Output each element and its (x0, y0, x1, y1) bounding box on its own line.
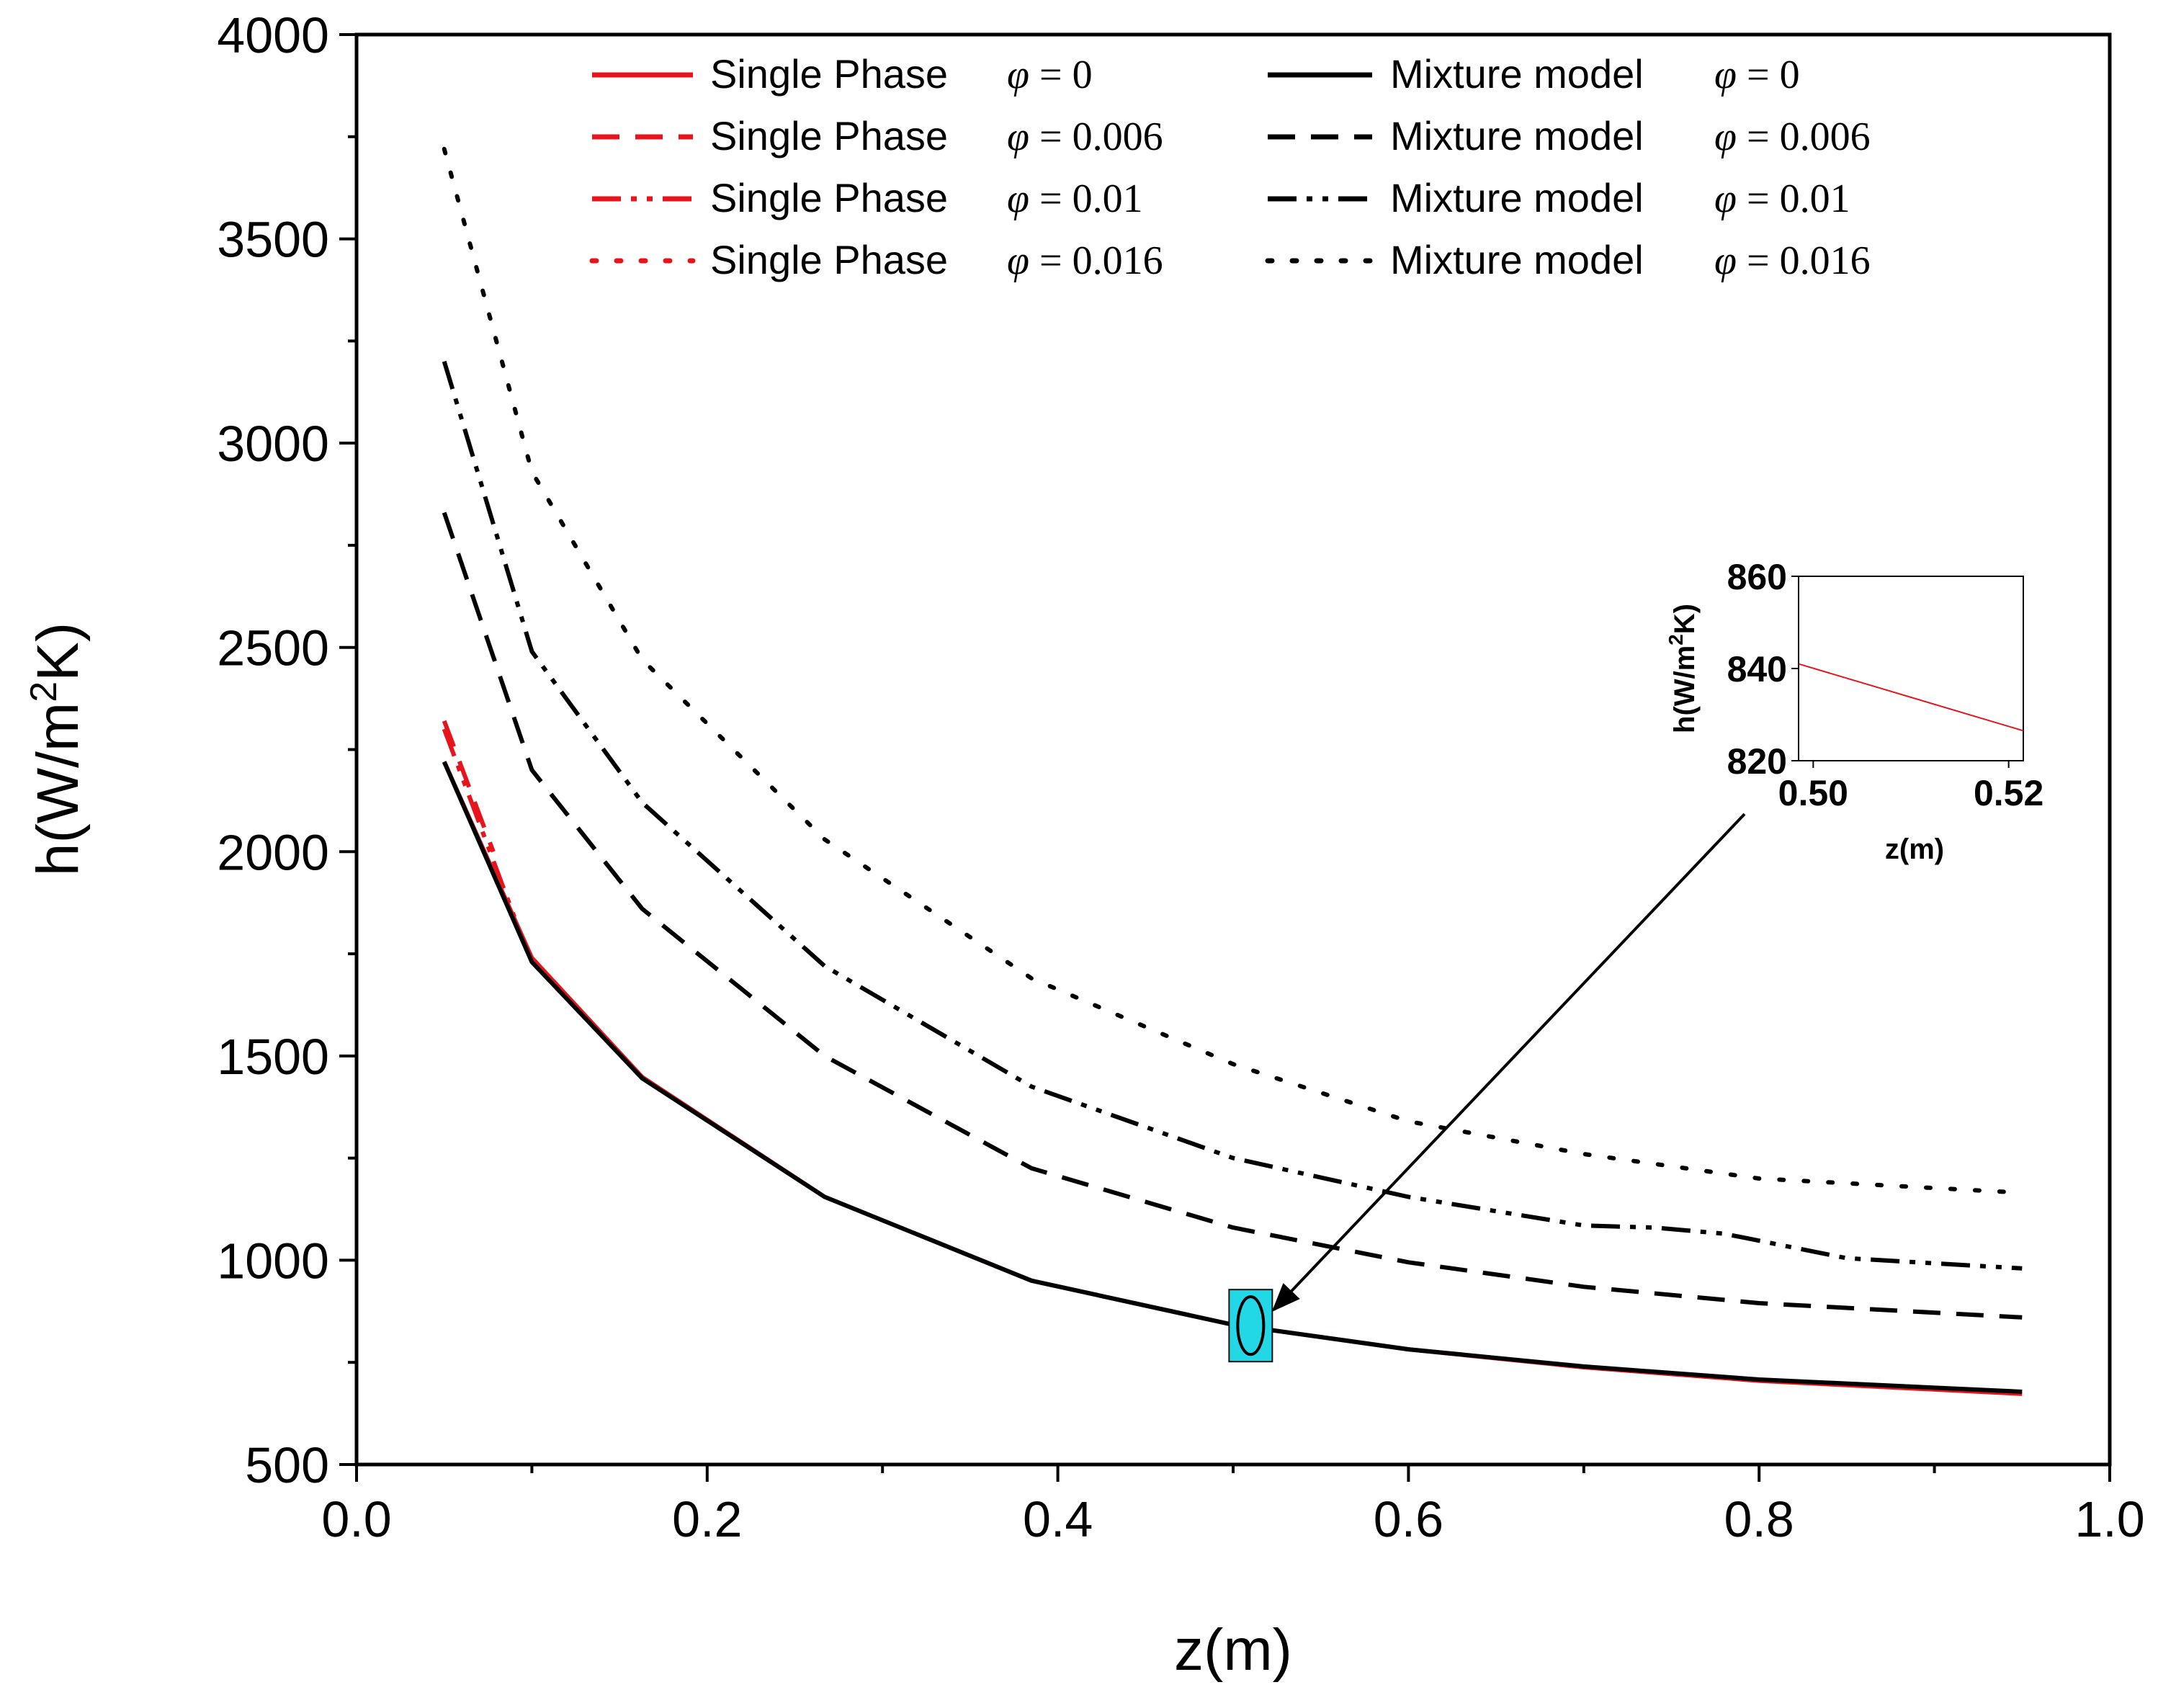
legend-label: Single Phase (710, 175, 948, 220)
inset-y-tick-label: 820 (1727, 741, 1787, 782)
inset-x-tick-label: 0.52 (1974, 773, 2043, 813)
x-tick-label: 0.0 (321, 1491, 391, 1547)
inset-x-tick-label: 0.50 (1778, 773, 1848, 813)
highlight-box (1228, 1289, 1273, 1363)
series-line-mixture-model-phi-0 (442, 761, 2023, 1394)
inset-y-axis-title: h(W/m2K) (1665, 604, 1701, 733)
x-tick-label: 1.0 (2074, 1491, 2144, 1547)
y-tick-label: 1000 (217, 1233, 329, 1289)
inset-y-tick-label: 860 (1727, 557, 1787, 597)
series-line-single-phase-phi-0-006 (442, 720, 496, 853)
plot-series (442, 146, 2025, 1396)
highlight-marker (1228, 813, 1746, 1363)
callout-arrow (1271, 813, 1746, 1313)
x-tick-label: 0.8 (1724, 1491, 1794, 1547)
y-tick-label: 3500 (217, 212, 329, 268)
inset-chart: z(m) h(W/m2K) 0.50 0.52 820 840 860 (1665, 557, 2043, 865)
legend-label: Mixture model (1390, 113, 1644, 158)
legend-phi: φ = 0.006 (1007, 115, 1163, 159)
legend-phi: φ = 0.01 (1714, 176, 1850, 221)
y-tick-label: 4000 (217, 7, 329, 63)
inset-series-line (1798, 663, 2024, 732)
legend-label: Mixture model (1390, 237, 1644, 282)
legend-label: Single Phase (710, 113, 948, 158)
legend-phi: φ = 0 (1007, 53, 1093, 97)
legend-label: Single Phase (710, 237, 948, 282)
legend-label: Mixture model (1390, 175, 1644, 220)
x-axis-title: z(m) (1174, 1617, 1292, 1683)
y-tick-label: 2000 (217, 824, 329, 880)
x-tick-label: 0.2 (672, 1491, 742, 1547)
legend-phi: φ = 0.006 (1714, 115, 1871, 159)
inset-x-axis-title: z(m) (1885, 833, 1944, 865)
y-axis-title: h(W/m2K) (23, 622, 91, 876)
legend-label: Single Phase (710, 51, 948, 97)
x-tick-label: 0.4 (1023, 1491, 1093, 1547)
legend-phi: φ = 0.016 (1714, 238, 1871, 283)
legend-label: Mixture model (1390, 51, 1644, 97)
y-tick-label: 3000 (217, 416, 329, 472)
legend-phi: φ = 0.01 (1007, 176, 1143, 221)
legend-phi: φ = 0.016 (1007, 238, 1163, 283)
y-tick-label: 1500 (217, 1029, 329, 1085)
series-line-mixture-model-phi-0-01 (442, 360, 2023, 1271)
legend: Single Phase φ = 0 Single Phase φ = 0.006 Si… (589, 51, 1871, 283)
highlight-ellipse (1236, 1295, 1266, 1356)
series-line-single-phase-phi-0-01 (442, 728, 516, 918)
series-line-mixture-model-phi-0-016 (442, 146, 2025, 1195)
y-tick-label: 2500 (217, 620, 329, 676)
legend-phi: φ = 0 (1714, 53, 1800, 97)
inset-frame (1798, 576, 2024, 761)
series-line-mixture-model-phi-0-006 (442, 511, 2023, 1320)
y-tick-label: 500 (245, 1437, 329, 1493)
inset-y-tick-label: 840 (1727, 649, 1787, 689)
x-tick-label: 0.6 (1374, 1491, 1443, 1547)
